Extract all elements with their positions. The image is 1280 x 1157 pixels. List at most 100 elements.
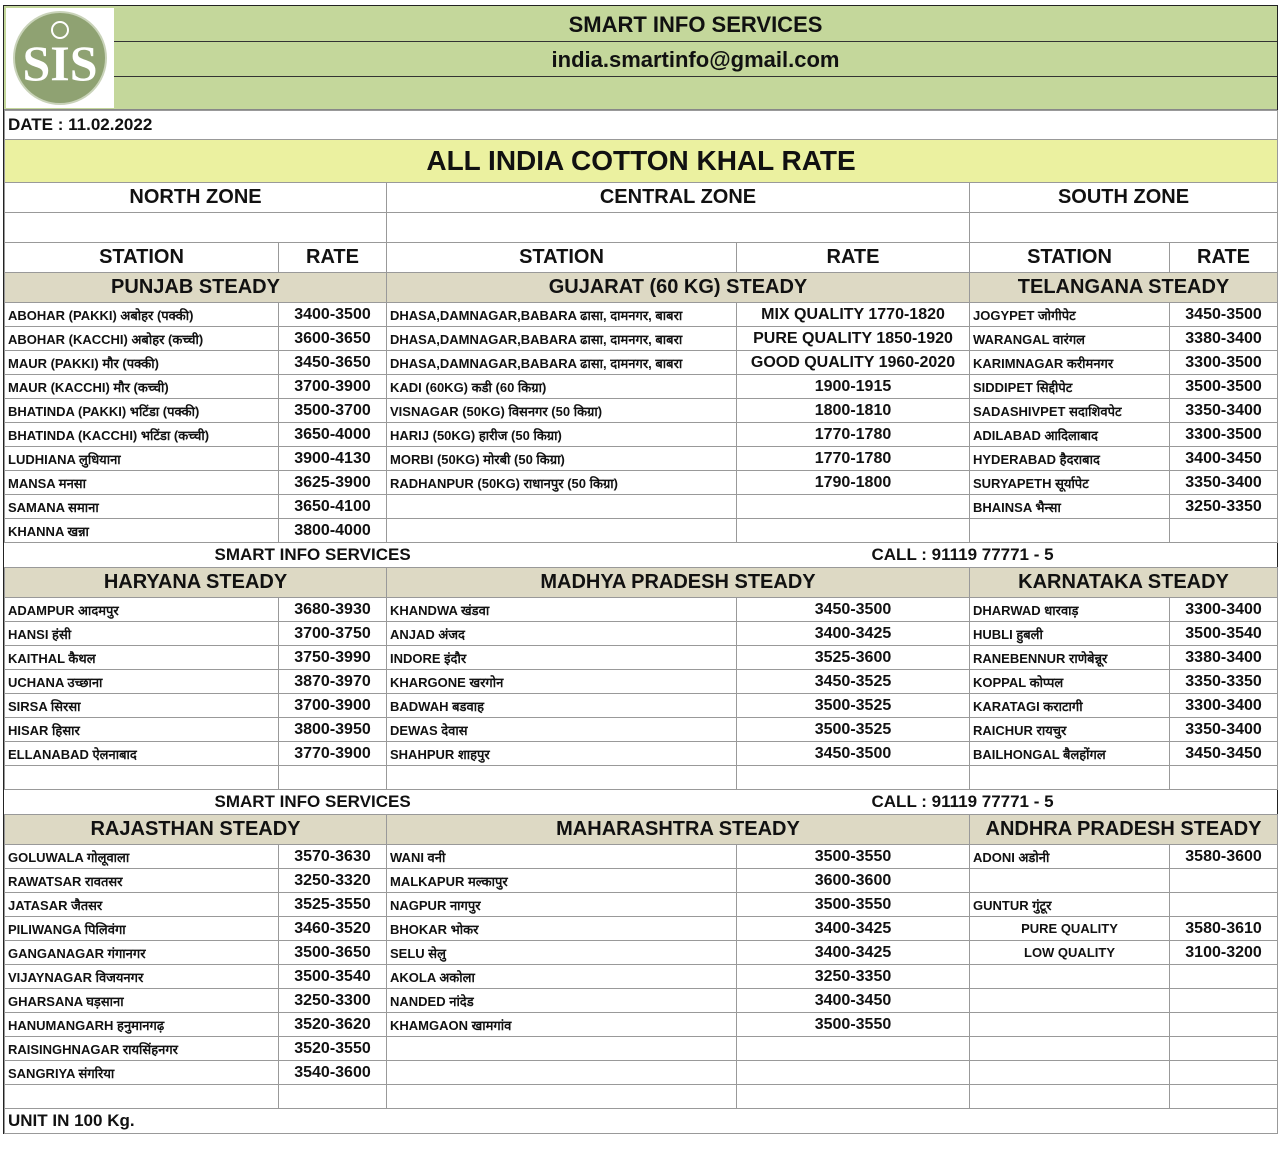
station-name: ABOHAR (PAKKI) अबोहर (पक्की) <box>4 302 279 327</box>
table-row: PILIWANGA पिलिवंगा 3460-3520 BHOKAR भोकर 34… <box>4 916 1279 941</box>
station-name <box>969 1084 1170 1109</box>
station-name: JOGYPET जोगीपेट <box>969 302 1170 327</box>
rate-value: 3450-3650 <box>278 350 387 375</box>
table-row: ABOHAR (KACCHI) अबोहर (कच्ची) 3600-3650 DH… <box>4 326 1279 351</box>
table-row: BHATINDA (PAKKI) भटिंडा (पक्की) 3500-3700… <box>4 398 1279 423</box>
station-name: GUNTUR गुंटूर <box>969 892 1170 917</box>
footer-company: SMART INFO SERVICES <box>4 542 737 568</box>
rate-value: 3770-3900 <box>278 741 387 766</box>
company-email[interactable]: india.smartinfo@gmail.com <box>551 47 840 72</box>
rate-value <box>1168 1036 1279 1061</box>
table-row: VIJAYNAGAR विजयनगर 3500-3540 AKOLA अकोला 32… <box>4 964 1279 989</box>
station-name: NAGPUR नागपुर <box>386 892 737 917</box>
rate-value <box>1168 1012 1279 1037</box>
table-row: SIRSA सिरसा 3700-3900 BADWAH बडवाह 3500-352… <box>4 693 1279 718</box>
group-title: RAJASTHAN STEADY <box>4 814 387 845</box>
rate-value: 3580-3600 <box>1168 844 1279 869</box>
station-name: KAITHAL कैथल <box>4 645 279 670</box>
table-row: MAUR (KACCHI) मौर (कच्ची) 3700-3900 KADI (… <box>4 374 1279 399</box>
rate-value <box>1168 988 1279 1013</box>
col-station: STATION <box>969 242 1170 273</box>
zone-north: NORTH ZONE <box>4 182 387 213</box>
rate-value: 3250-3300 <box>278 988 387 1013</box>
station-name: KHAMGAON खामगांव <box>386 1012 737 1037</box>
rate-value <box>736 494 970 519</box>
rate-table: DATE : 11.02.2022 ALL INDIA COTTON KHAL … <box>3 110 1279 1134</box>
unit-note: UNIT IN 100 Kg. <box>3 1108 1279 1134</box>
rate-value: 3570-3630 <box>278 844 387 869</box>
group-title: ANDHRA PRADESH STEADY <box>968 814 1279 845</box>
rate-sheet: SIS SMART INFO SERVICES india.smartinfo@… <box>3 5 1279 1134</box>
station-name <box>969 765 1170 790</box>
station-name: INDORE इंदौर <box>386 645 737 670</box>
station-name: BADWAH बडवाह <box>386 693 737 718</box>
rate-value: 3350-3400 <box>1168 470 1279 495</box>
group-title: PUNJAB STEADY <box>4 272 387 303</box>
table-row: KAITHAL कैथल 3750-3990 INDORE इंदौर 3525-36… <box>4 645 1279 670</box>
station-name: KHARGONE खरगोन <box>386 669 737 694</box>
station-name <box>386 494 737 519</box>
station-name: SIRSA सिरसा <box>4 693 279 718</box>
station-name: WARANGAL वारंगल <box>969 326 1170 351</box>
table-row: HISAR हिसार 3800-3950 DEWAS देवास 3500-3525… <box>4 717 1279 742</box>
station-name: SAMANA समाना <box>4 494 279 519</box>
rate-value: 3300-3400 <box>1168 597 1279 622</box>
station-name <box>969 518 1170 543</box>
rate-value <box>278 1084 387 1109</box>
group-title: TELANGANA STEADY <box>968 272 1279 303</box>
station-name: HANUMANGARH हनुमानगढ़ <box>4 1012 279 1037</box>
zone-south: SOUTH ZONE <box>968 182 1279 213</box>
station-name: SELU सेलु <box>386 940 737 965</box>
station-name: SHAHPUR शाहपुर <box>386 741 737 766</box>
rate-value: 1770-1780 <box>736 446 970 471</box>
rate-value <box>1168 892 1279 917</box>
station-name: MAUR (KACCHI) मौर (कच्ची) <box>4 374 279 399</box>
station-name: HISAR हिसार <box>4 717 279 742</box>
rate-value: GOOD QUALITY 1960-2020 <box>736 350 970 375</box>
rate-value <box>1168 868 1279 893</box>
station-name: LUDHIANA लुधियाना <box>4 446 279 471</box>
table-row: BHATINDA (KACCHI) भटिंडा (कच्ची) 3650-400… <box>4 422 1279 447</box>
station-name: HYDERABAD हैदराबाद <box>969 446 1170 471</box>
rate-value: 3450-3525 <box>736 669 970 694</box>
station-name: SADASHIVPET सदाशिवपेट <box>969 398 1170 423</box>
rate-value <box>278 765 387 790</box>
zone-central: CENTRAL ZONE <box>386 182 970 213</box>
station-name: ELLANABAD ऐलनाबाद <box>4 741 279 766</box>
station-name: KARATAGI कराटागी <box>969 693 1170 718</box>
station-name: DHASA,DAMNAGAR,BABARA ढासा, दामनगर, बाबर… <box>386 302 737 327</box>
station-name: KHANNA खन्ना <box>4 518 279 543</box>
station-name: JATASAR जैतसर <box>4 892 279 917</box>
station-name: HARIJ (50KG) हारीज (50 किग्रा) <box>386 422 737 447</box>
rate-value: 3300-3400 <box>1168 693 1279 718</box>
rate-value: 3450-3500 <box>1168 302 1279 327</box>
station-name <box>386 1036 737 1061</box>
table-row: UCHANA उच्छाना 3870-3970 KHARGONE खरगोन 345… <box>4 669 1279 694</box>
rate-value: 3750-3990 <box>278 645 387 670</box>
station-name: RADHANPUR (50KG) राधानपुर (50 किग्रा) <box>386 470 737 495</box>
rate-value: 3650-4100 <box>278 494 387 519</box>
rate-value: 3625-3900 <box>278 470 387 495</box>
table-row: HANSI हंसी 3700-3750 ANJAD अंजद 3400-3425 HU… <box>4 621 1279 646</box>
station-name <box>969 964 1170 989</box>
station-name: SANGRIYA संगरिया <box>4 1060 279 1085</box>
rate-value: 3600-3650 <box>278 326 387 351</box>
rate-value: 3400-3425 <box>736 916 970 941</box>
footer-phone: CALL : 91119 77771 - 5 <box>736 542 1278 568</box>
station-name: NANDED नांदेड <box>386 988 737 1013</box>
station-name: ANJAD अंजद <box>386 621 737 646</box>
station-name: RANEBENNUR राणेबेन्नूर <box>969 645 1170 670</box>
station-name: ADONI अडोनी <box>969 844 1170 869</box>
header-banner: SIS SMART INFO SERVICES india.smartinfo@… <box>4 6 1277 110</box>
rate-value: 3540-3600 <box>278 1060 387 1085</box>
rate-value: 3500-3540 <box>1168 621 1279 646</box>
rate-value <box>1168 964 1279 989</box>
rate-value: 3380-3400 <box>1168 326 1279 351</box>
station-name: DEWAS देवास <box>386 717 737 742</box>
rate-value: MIX QUALITY 1770-1820 <box>736 302 970 327</box>
station-name: DHARWAD धारवाड़ <box>969 597 1170 622</box>
station-name: DHASA,DAMNAGAR,BABARA ढासा, दामनगर, बाबर… <box>386 350 737 375</box>
station-name: HUBLI हुबली <box>969 621 1170 646</box>
station-name <box>4 1084 279 1109</box>
station-name: BHAINSA भैन्सा <box>969 494 1170 519</box>
